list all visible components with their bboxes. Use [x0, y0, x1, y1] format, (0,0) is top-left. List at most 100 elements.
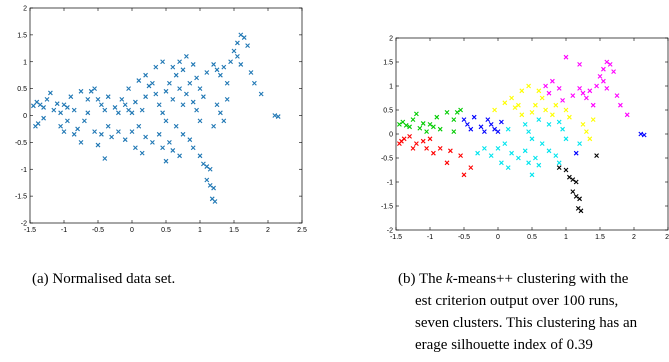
data-point: [214, 67, 220, 73]
data-point: [221, 118, 227, 124]
data-point: [194, 75, 199, 81]
data-point: [563, 54, 569, 60]
data-point: [505, 165, 511, 170]
data-point: [109, 134, 114, 140]
data-point: [139, 107, 145, 113]
data-point: [573, 150, 579, 156]
data-point: [573, 179, 579, 185]
x-tick-label: 0: [130, 227, 134, 234]
data-point: [235, 53, 240, 59]
data-point: [577, 141, 582, 146]
caption-b-prefix: (b) The: [398, 271, 447, 287]
data-point: [407, 134, 412, 139]
data-point: [410, 117, 416, 122]
data-point: [173, 123, 179, 129]
data-point: [184, 53, 189, 59]
data-point: [167, 80, 172, 86]
data-point: [214, 102, 220, 108]
data-point: [194, 107, 199, 113]
data-point: [550, 78, 555, 84]
data-point: [461, 172, 467, 178]
data-point: [136, 123, 142, 129]
data-point: [546, 122, 552, 127]
caption-a-text: (a) Normalised data set.: [32, 271, 176, 287]
data-point: [163, 118, 169, 124]
data-point: [567, 114, 572, 120]
data-point: [488, 122, 494, 127]
data-point: [150, 139, 155, 145]
y-tick-label: 0: [23, 113, 27, 120]
plot-b-frame: [395, 37, 669, 231]
data-point: [587, 136, 593, 142]
x-tick-label: -1: [61, 227, 67, 234]
x-tick-label: -0.5: [458, 234, 470, 241]
data-point: [211, 185, 216, 191]
data-point: [401, 136, 407, 142]
y-tick-label: -1.5: [381, 204, 393, 211]
caption-b-suffix: -means++ clustering with the: [452, 271, 629, 287]
data-point: [105, 123, 111, 129]
data-point: [526, 160, 531, 166]
data-point: [495, 129, 501, 134]
x-tick-label: -0.5: [92, 227, 104, 234]
data-point: [478, 124, 484, 130]
data-point: [604, 59, 610, 65]
data-point: [584, 95, 589, 101]
x-tick-label: 1.5: [229, 227, 239, 234]
data-point: [95, 96, 101, 102]
data-point: [150, 80, 155, 86]
plot-a-frame: [29, 7, 303, 224]
data-point: [536, 162, 542, 168]
data-point: [570, 177, 576, 182]
data-point: [536, 88, 542, 94]
data-point: [129, 129, 135, 135]
data-point: [170, 148, 176, 153]
data-point: [641, 132, 647, 138]
data-point: [444, 110, 450, 115]
y-tick-label: -0.5: [381, 156, 393, 163]
data-point: [454, 110, 460, 115]
caption-b-line-3: seven clusters. This clustering has an: [415, 315, 638, 331]
data-point: [471, 114, 477, 120]
data-point: [611, 69, 616, 74]
data-point: [258, 91, 264, 97]
data-point: [119, 96, 125, 102]
data-point: [252, 80, 257, 86]
data-point: [556, 119, 562, 125]
data-point: [492, 126, 497, 132]
data-point: [529, 172, 535, 178]
data-point: [173, 72, 179, 78]
data-point: [92, 129, 97, 135]
data-point: [578, 208, 584, 214]
x-tick-label: 1: [198, 227, 202, 234]
data-point: [160, 110, 165, 116]
data-point: [143, 72, 148, 78]
data-point: [570, 93, 576, 98]
data-point: [584, 129, 589, 134]
data-point: [431, 150, 436, 156]
data-point: [529, 110, 535, 115]
data-point: [241, 35, 247, 40]
data-point: [71, 107, 77, 113]
scatter-plot-a: -1.5 -1 -0.5 0 0.5 1 1.5 2 2.5 2 1.5 1 0.5 0 -0.5 -1 -1.…: [15, 6, 307, 235]
data-point: [624, 112, 630, 118]
data-point: [190, 62, 196, 67]
data-point: [231, 48, 237, 54]
data-point: [99, 131, 104, 137]
data-point: [414, 111, 419, 117]
data-point: [546, 90, 552, 96]
data-point: [516, 102, 521, 108]
data-point: [180, 67, 186, 73]
data-point: [519, 112, 525, 118]
data-point: [403, 122, 409, 128]
data-point: [414, 141, 419, 146]
data-point: [577, 62, 582, 67]
data-point: [126, 86, 131, 92]
data-point: [526, 83, 531, 89]
data-point: [61, 129, 67, 135]
x-tick-label: -1.5: [390, 234, 402, 241]
data-point: [160, 145, 165, 151]
data-point: [58, 110, 63, 116]
data-point: [539, 141, 545, 146]
data-point: [475, 150, 480, 156]
